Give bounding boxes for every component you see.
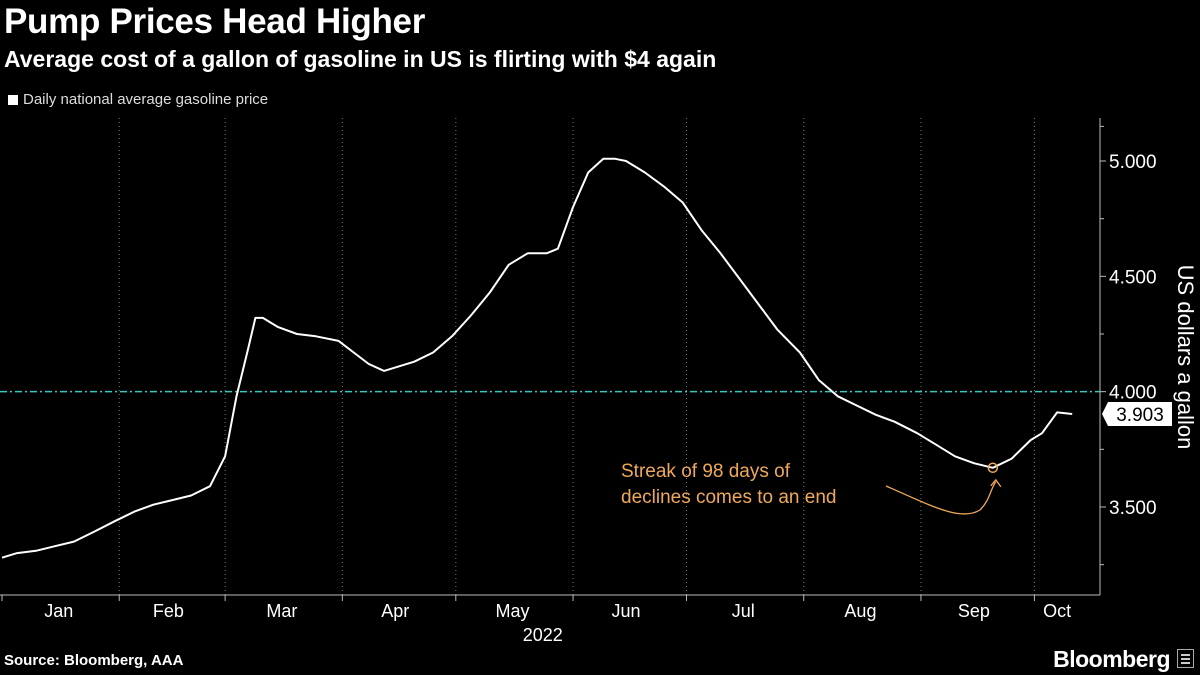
last-value-label: 3.903 bbox=[1116, 405, 1164, 426]
annotation-text-line-1: Streak of 98 days of bbox=[621, 461, 791, 482]
series-line-gasoline-price bbox=[1, 157, 1073, 559]
y-tick-label-2: 4.000 bbox=[1109, 383, 1157, 404]
annotation-marker bbox=[987, 462, 999, 474]
y-tick-label-0: 5.000 bbox=[1109, 152, 1157, 173]
x-tick-label-jun: Jun bbox=[611, 601, 640, 621]
x-tick-label-may: May bbox=[496, 601, 530, 621]
y-tick-label-1: 4.500 bbox=[1109, 267, 1157, 288]
annotation-text-line-2: declines comes to an end bbox=[621, 487, 836, 508]
chart-title: Pump Prices Head Higher bbox=[4, 2, 426, 41]
legend-label: Daily national average gasoline price bbox=[23, 91, 269, 108]
last-value-marker: 3.903 bbox=[1102, 402, 1172, 427]
bloomberg-terminal-icon bbox=[1177, 649, 1194, 668]
axes bbox=[0, 118, 1106, 601]
x-tick-label-feb: Feb bbox=[153, 601, 184, 621]
y-tick-label-3: 3.500 bbox=[1109, 498, 1157, 519]
x-tick-label-aug: Aug bbox=[844, 601, 876, 621]
tick-labels: 5.000 4.500 4.000 3.500 Jan Feb Mar Apr May Jun Ju… bbox=[44, 152, 1156, 621]
x-tick-label-mar: Mar bbox=[266, 601, 297, 621]
legend: Daily national average gasoline price bbox=[8, 91, 268, 108]
annotation-arrow bbox=[885, 478, 1002, 515]
x-tick-label-oct: Oct bbox=[1043, 601, 1071, 621]
bloomberg-logo: Bloomberg bbox=[1053, 646, 1170, 672]
annotation-streak: Streak of 98 days of declines comes to a… bbox=[621, 461, 1002, 515]
x-axis-year-label: 2022 bbox=[523, 625, 563, 645]
legend-swatch bbox=[8, 94, 18, 105]
last-value-box bbox=[1102, 402, 1172, 427]
grid-lines bbox=[118, 118, 1035, 595]
x-tick-label-sep: Sep bbox=[958, 601, 990, 621]
x-tick-label-jul: Jul bbox=[732, 601, 755, 621]
y-axis-title: US dollars a gallon bbox=[1173, 265, 1198, 450]
source-note: Source: Bloomberg, AAA bbox=[4, 652, 184, 669]
x-tick-label-apr: Apr bbox=[381, 601, 409, 621]
x-tick-label-jan: Jan bbox=[44, 601, 73, 621]
chart-subtitle: Average cost of a gallon of gasoline in … bbox=[4, 46, 717, 72]
